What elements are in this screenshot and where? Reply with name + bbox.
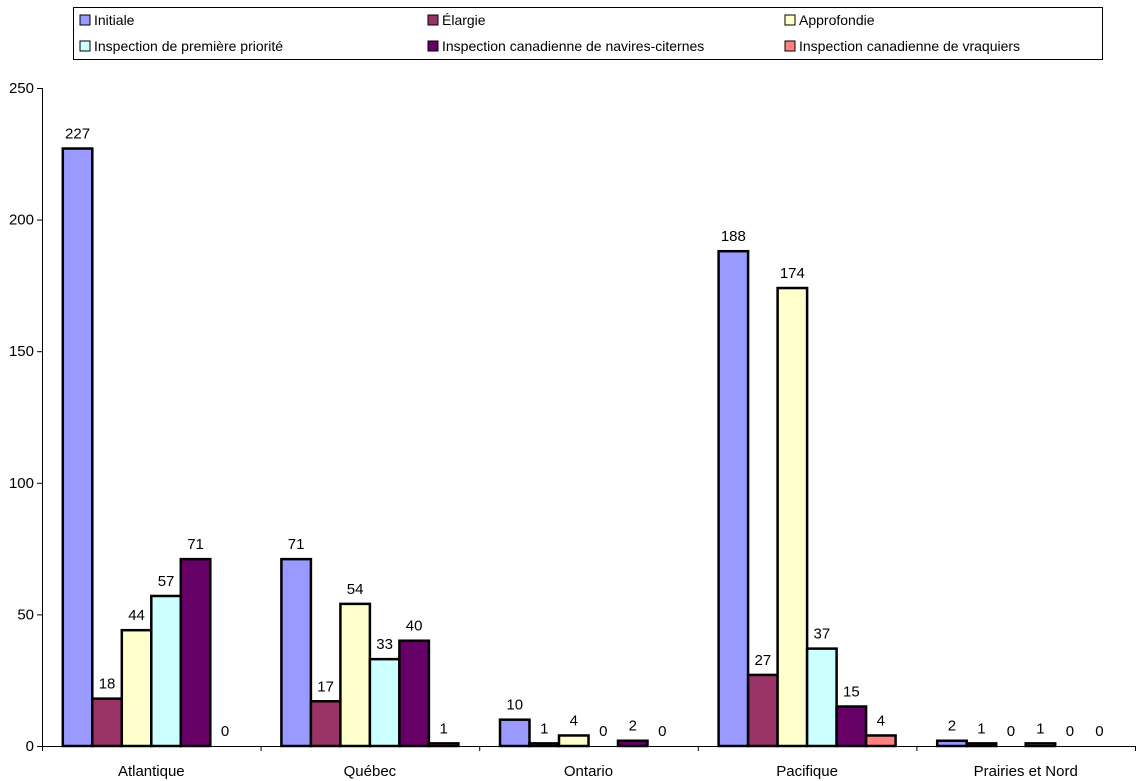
legend-label: Inspection canadienne de vraquiers [799,38,1020,54]
x-tick-label: Québec [344,763,397,780]
bar [616,739,649,748]
data-label: 71 [187,536,204,553]
x-tick-label: Pacifique [776,763,838,780]
y-axis: 0 50 100 150 200 250 [9,80,43,755]
legend-swatch [784,14,796,26]
bar [150,594,183,748]
bar [965,742,998,748]
legend-swatch [427,14,439,26]
legend-label: Initiale [94,12,135,28]
bar [339,602,372,748]
x-tick-label: Ontario [564,763,613,780]
data-label: 0 [1066,723,1074,740]
data-label: 37 [814,626,831,643]
data-label: 33 [376,636,393,653]
data-label: 54 [347,581,364,598]
bar [776,286,809,748]
data-label: 15 [843,684,860,701]
data-label: 0 [658,723,666,740]
bar [935,739,968,748]
y-tick-label: 0 [26,738,34,755]
legend-swatch [79,40,91,52]
data-label: 4 [570,712,578,729]
bar [91,697,124,748]
bar [498,718,531,748]
data-label: 18 [99,676,116,693]
data-label: 0 [599,723,607,740]
legend-box [73,7,1103,60]
data-label: 1 [439,720,447,737]
bar [746,673,779,748]
bar [864,734,897,748]
data-label: 174 [780,265,805,282]
data-label: 10 [506,697,523,714]
x-axis: Atlantique Québec Ontario Pacifique Prairies… [42,746,1136,780]
bar [805,647,838,748]
bar [179,557,212,748]
bar [61,147,94,748]
data-label: 0 [1095,723,1103,740]
y-tick-label: 250 [9,80,34,97]
bar [1024,742,1057,748]
legend: Initiale Élargie Approfondie Inspection de … [73,7,1103,60]
data-label: 71 [288,536,305,553]
bar [368,657,401,748]
bars [61,147,1057,748]
data-label: 2 [629,718,637,735]
data-label: 4 [877,712,885,729]
legend-swatch [784,40,796,52]
data-label: 1 [540,720,548,737]
bar [427,742,460,748]
data-label: 0 [1007,723,1015,740]
bar [717,249,750,748]
x-tick-label: Prairies et Nord [974,763,1078,780]
data-label: 227 [65,126,90,143]
data-label: 17 [317,678,334,695]
bar [835,705,868,748]
y-tick-label: 100 [9,475,34,492]
y-tick-label: 200 [9,212,34,229]
legend-swatch [79,14,91,26]
data-label: 1 [977,720,985,737]
x-tick-label: Atlantique [118,763,185,780]
data-label: 27 [755,652,772,669]
data-label: 40 [406,618,423,635]
data-label: 57 [158,573,175,590]
data-label: 2 [948,718,956,735]
data-label: 0 [221,723,229,740]
legend-swatch [427,40,439,52]
legend-label: Inspection de première priorité [94,38,283,54]
bar [280,557,313,748]
bar [309,700,342,748]
data-label: 44 [128,607,145,624]
bar [120,628,153,748]
y-tick-label: 150 [9,343,34,360]
legend-label: Approfondie [799,12,875,28]
legend-label: Élargie [442,12,486,28]
y-tick-label: 50 [17,606,34,623]
legend-label: Inspection canadienne de navires-citerne… [442,38,704,54]
bar [557,734,590,748]
data-label: 1 [1036,720,1044,737]
data-label: 188 [721,228,746,245]
bar [528,742,561,748]
bar [398,639,431,748]
